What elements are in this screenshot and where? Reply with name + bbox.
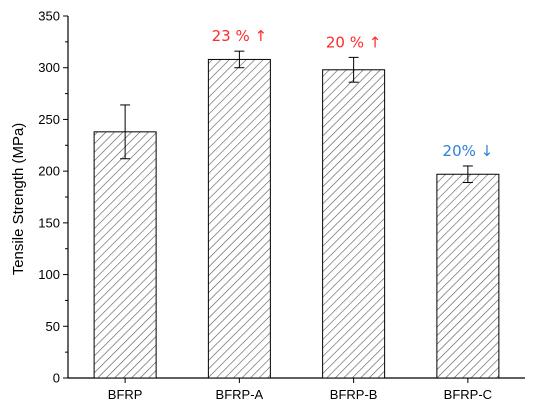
y-tick-label: 350 bbox=[38, 9, 60, 24]
annotation-bfrp-b: 20 % ↑ bbox=[326, 33, 381, 51]
y-tick-label: 50 bbox=[46, 319, 60, 334]
bar-bfrp-b bbox=[322, 69, 386, 379]
x-tick-label: BFRP-B bbox=[330, 387, 378, 402]
bar-bfrp-c bbox=[436, 173, 500, 379]
y-tick-label: 150 bbox=[38, 215, 60, 230]
y-tick-label: 300 bbox=[38, 60, 60, 75]
bar-bfrp bbox=[93, 131, 157, 379]
annotation-bfrp-a: 23 % ↑ bbox=[212, 27, 267, 45]
x-tick-label: BFRP bbox=[108, 387, 143, 402]
y-tick-label: 100 bbox=[38, 267, 60, 282]
x-tick-label: BFRP-C bbox=[444, 387, 492, 402]
y-tick-label: 200 bbox=[38, 164, 60, 179]
bar-bfrp-a bbox=[207, 58, 271, 379]
y-tick-label: 250 bbox=[38, 112, 60, 127]
y-tick-label: 0 bbox=[53, 371, 60, 386]
x-tick-label: BFRP-A bbox=[216, 387, 264, 402]
annotation-bfrp-c: 20% ↓ bbox=[443, 142, 494, 160]
y-axis-title: Tensile Strength (MPa) bbox=[10, 123, 27, 276]
